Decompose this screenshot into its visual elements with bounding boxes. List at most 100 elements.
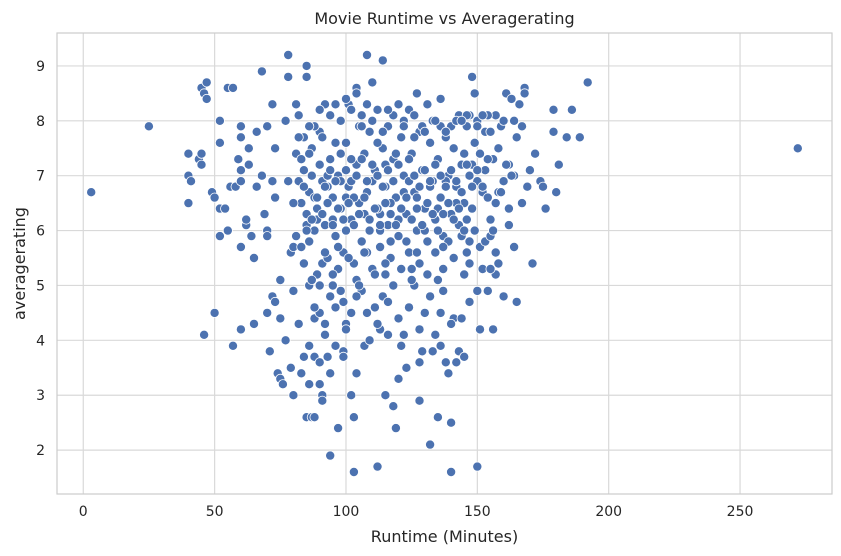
scatter-point xyxy=(340,165,351,176)
scatter-point xyxy=(351,368,362,379)
scatter-point xyxy=(461,214,472,225)
scatter-point xyxy=(385,236,396,247)
scatter-point xyxy=(443,368,454,379)
scatter-point xyxy=(448,214,459,225)
scatter-point xyxy=(448,252,459,263)
plot-frame xyxy=(56,32,833,495)
scatter-point xyxy=(469,137,480,148)
scatter-point xyxy=(406,274,417,285)
scatter-point xyxy=(356,236,367,247)
scatter-point xyxy=(509,115,520,126)
scatter-point xyxy=(330,302,341,313)
scatter-point xyxy=(348,220,359,231)
scatter-point xyxy=(361,176,372,187)
scatter-point xyxy=(451,357,462,368)
scatter-point xyxy=(490,247,501,258)
scatter-point xyxy=(432,225,443,236)
scatter-point xyxy=(551,187,562,198)
scatter-point xyxy=(446,318,457,329)
scatter-point xyxy=(359,192,370,203)
scatter-point xyxy=(314,280,325,291)
scatter-point xyxy=(335,115,346,126)
scatter-point xyxy=(251,126,262,137)
scatter-point xyxy=(317,395,328,406)
scatter-point xyxy=(340,137,351,148)
scatter-point xyxy=(435,170,446,181)
scatter-point xyxy=(382,296,393,307)
scatter-point xyxy=(367,115,378,126)
scatter-point xyxy=(388,401,399,412)
scatter-point xyxy=(485,126,496,137)
scatter-point xyxy=(264,346,275,357)
y-tick-label: 6 xyxy=(36,224,45,240)
scatter-point xyxy=(185,176,196,187)
scatter-point xyxy=(369,203,380,214)
scatter-point xyxy=(380,390,391,401)
scatter-point xyxy=(446,417,457,428)
scatter-point xyxy=(346,390,357,401)
scatter-point xyxy=(396,340,407,351)
scatter-point xyxy=(319,181,330,192)
scatter-point xyxy=(340,93,351,104)
scatter-point xyxy=(183,148,194,159)
scatter-point xyxy=(435,93,446,104)
scatter-point xyxy=(201,77,212,88)
scatter-point xyxy=(233,154,244,165)
scatter-point xyxy=(403,154,414,165)
scatter-point xyxy=(351,291,362,302)
scatter-point xyxy=(574,132,585,143)
scatter-point xyxy=(280,335,291,346)
scatter-point xyxy=(301,71,312,82)
scatter-point xyxy=(446,165,457,176)
scatter-point xyxy=(511,296,522,307)
scatter-point xyxy=(333,203,344,214)
scatter-point xyxy=(262,121,273,132)
scatter-point xyxy=(367,77,378,88)
scatter-point xyxy=(467,203,478,214)
scatter-point xyxy=(456,187,467,198)
scatter-point xyxy=(382,329,393,340)
scatter-point xyxy=(540,203,551,214)
scatter-point xyxy=(469,225,480,236)
scatter-point xyxy=(298,165,309,176)
scatter-point xyxy=(398,329,409,340)
scatter-point xyxy=(401,236,412,247)
scatter-point xyxy=(414,181,425,192)
scatter-point xyxy=(364,214,375,225)
scatter-point xyxy=(435,307,446,318)
scatter-point xyxy=(235,176,246,187)
scatter-point xyxy=(488,324,499,335)
scatter-point xyxy=(296,154,307,165)
scatter-point xyxy=(235,324,246,335)
scatter-point xyxy=(490,198,501,209)
scatter-point xyxy=(361,99,372,110)
scatter-point xyxy=(456,115,467,126)
scatter-point xyxy=(561,132,572,143)
scatter-point xyxy=(493,258,504,269)
scatter-point xyxy=(425,176,436,187)
scatter-point xyxy=(503,220,514,231)
scatter-point xyxy=(291,231,302,242)
scatter-point xyxy=(235,241,246,252)
y-tick-label: 9 xyxy=(36,59,45,75)
x-axis-label: Runtime (Minutes) xyxy=(371,527,518,546)
scatter-point xyxy=(377,181,388,192)
scatter-point xyxy=(438,285,449,296)
scatter-point xyxy=(364,225,375,236)
scatter-point xyxy=(338,214,349,225)
scatter-point xyxy=(369,302,380,313)
scatter-point xyxy=(553,159,564,170)
scatter-point xyxy=(296,368,307,379)
scatter-point xyxy=(296,241,307,252)
scatter-point xyxy=(385,209,396,220)
scatter-point xyxy=(262,231,273,242)
scatter-point xyxy=(361,307,372,318)
scatter-point xyxy=(435,340,446,351)
scatter-point xyxy=(285,362,296,373)
scatter-point xyxy=(330,137,341,148)
scatter-point xyxy=(448,143,459,154)
scatter-point xyxy=(438,209,449,220)
scatter-point xyxy=(396,203,407,214)
scatter-point xyxy=(372,170,383,181)
scatter-point xyxy=(338,296,349,307)
